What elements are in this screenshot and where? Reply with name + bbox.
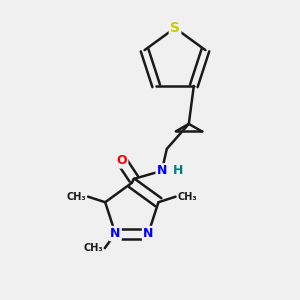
Text: N: N (143, 227, 154, 240)
Text: N: N (157, 164, 167, 177)
Text: N: N (110, 227, 121, 240)
Text: CH₃: CH₃ (83, 243, 103, 253)
Text: H: H (172, 164, 183, 177)
Text: CH₃: CH₃ (178, 192, 197, 202)
Text: O: O (116, 154, 127, 167)
Text: S: S (170, 21, 180, 35)
Text: CH₃: CH₃ (66, 192, 86, 202)
